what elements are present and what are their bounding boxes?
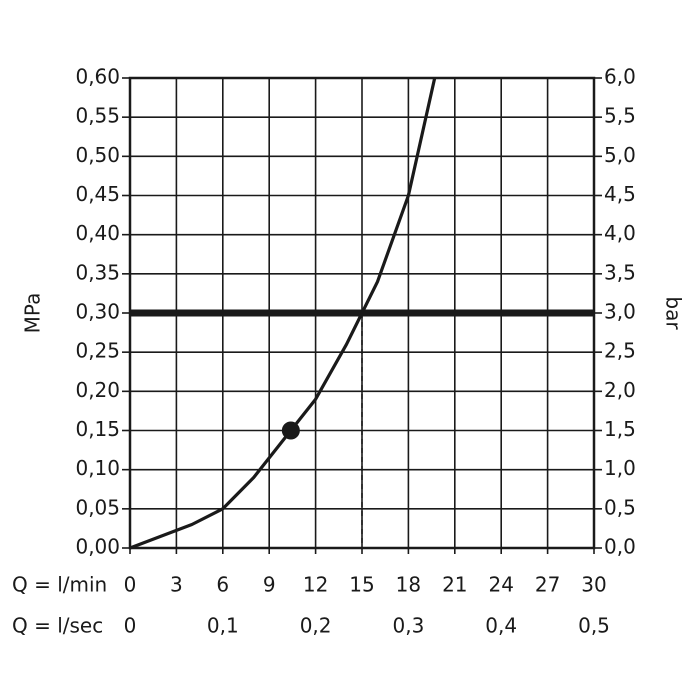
y2-tick-label: 0,5 [604,495,636,519]
x-axis-title: Q = l/min [12,573,107,597]
y2-tick-label: 2,0 [604,378,636,402]
x2-tick-label: 0 [124,614,137,638]
y2-tick-label: 4,5 [604,182,636,206]
x-tick-label: 0 [124,573,137,597]
curve [129,77,437,550]
y-tick-label: 0,10 [75,456,120,480]
y-tick-label: 0,30 [75,300,120,324]
y2-tick-label: 2,5 [604,339,636,363]
y-tick-label: 0,20 [75,378,120,402]
x2-tick-label: 0,2 [300,614,332,638]
y2-tick-label: 5,0 [604,143,636,167]
y2-tick-label: 3,0 [604,300,636,324]
x-tick-label: 30 [581,573,606,597]
y2-axis-title: bar [662,296,686,330]
y-axis-title: MPa [21,293,45,334]
x-tick-label: 21 [442,573,467,597]
y-tick-label: 0,15 [75,417,120,441]
y-tick-label: 0,55 [75,104,120,128]
x2-axis-title: Q = l/sec [12,614,103,638]
x-tick-label: 9 [263,573,276,597]
y2-tick-label: 1,0 [604,456,636,480]
x-tick-label: 18 [396,573,421,597]
y2-tick-label: 6,0 [604,65,636,89]
y2-tick-label: 1,5 [604,417,636,441]
x-tick-label: 24 [488,573,513,597]
y-tick-label: 0,25 [75,339,120,363]
y2-tick-label: 0,0 [604,535,636,559]
x2-tick-label: 0,3 [392,614,424,638]
x2-tick-label: 0,5 [578,614,610,638]
y2-tick-label: 3,5 [604,260,636,284]
y-tick-label: 0,40 [75,221,120,245]
x-tick-label: 15 [349,573,374,597]
y2-tick-label: 5,5 [604,104,636,128]
x-tick-label: 27 [535,573,560,597]
x-tick-label: 12 [303,573,328,597]
x2-tick-label: 0,4 [485,614,517,638]
y-tick-label: 0,45 [75,182,120,206]
y-tick-label: 0,35 [75,260,120,284]
y-tick-label: 0,05 [75,495,120,519]
x-tick-label: 3 [170,573,183,597]
y2-tick-label: 4,0 [604,221,636,245]
y-tick-label: 0,00 [75,535,120,559]
highlight-point [281,421,300,440]
x2-tick-label: 0,1 [207,614,239,638]
y-tick-label: 0,50 [75,143,120,167]
y-tick-label: 0,60 [75,65,120,89]
x-tick-label: 6 [216,573,229,597]
